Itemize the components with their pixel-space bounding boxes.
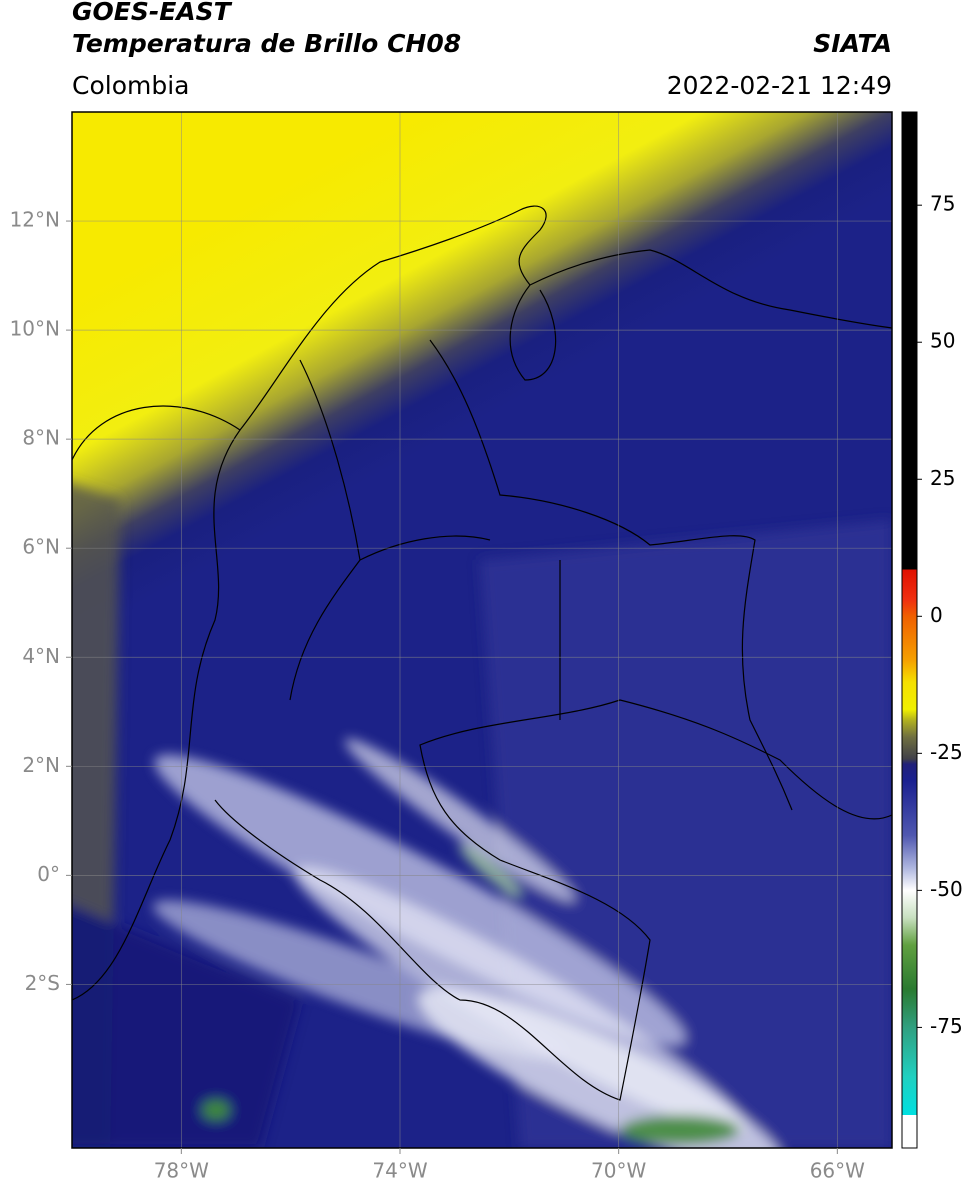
colorbar-tick-label: 75 <box>930 192 955 216</box>
colorbar-tick-label: 50 <box>930 329 955 353</box>
colorbar-tick-label: 0 <box>930 603 943 627</box>
title: Temperatura de Brillo CH08 <box>72 29 461 58</box>
lat-tick-label: 0° <box>37 862 60 886</box>
lon-tick-label: 74°W <box>372 1159 427 1183</box>
colorbar <box>901 111 918 1149</box>
coastlines <box>72 205 892 1101</box>
colorbar-tick-label: 25 <box>930 466 955 490</box>
satellite-image <box>72 112 892 1148</box>
lon-tick-label: 70°W <box>591 1159 646 1183</box>
cloud-field <box>72 484 892 1148</box>
graticule <box>72 112 892 1148</box>
lat-tick-label: 10°N <box>10 317 60 341</box>
lat-tick-label: 4°N <box>22 644 60 668</box>
lat-tick-label: 2°N <box>22 753 60 777</box>
lon-tick-label: 66°W <box>810 1159 865 1183</box>
lat-tick-label: 8°N <box>22 426 60 450</box>
datetime: 2022-02-21 12:49 <box>667 71 892 100</box>
source: SIATA <box>813 29 892 58</box>
satellite: GOES-EAST <box>72 0 233 26</box>
lat-tick-label: 6°N <box>22 535 60 559</box>
colorbar-tick-label: -50 <box>930 877 963 901</box>
colorbar-tick-label: -75 <box>930 1014 963 1038</box>
lat-tick-label: 2°S <box>25 971 60 995</box>
colorbar-tick-label: -25 <box>930 740 963 764</box>
map-frame <box>71 111 893 1149</box>
region: Colombia <box>72 71 189 100</box>
lon-tick-label: 78°W <box>154 1159 209 1183</box>
lat-tick-label: 12°N <box>10 208 60 232</box>
